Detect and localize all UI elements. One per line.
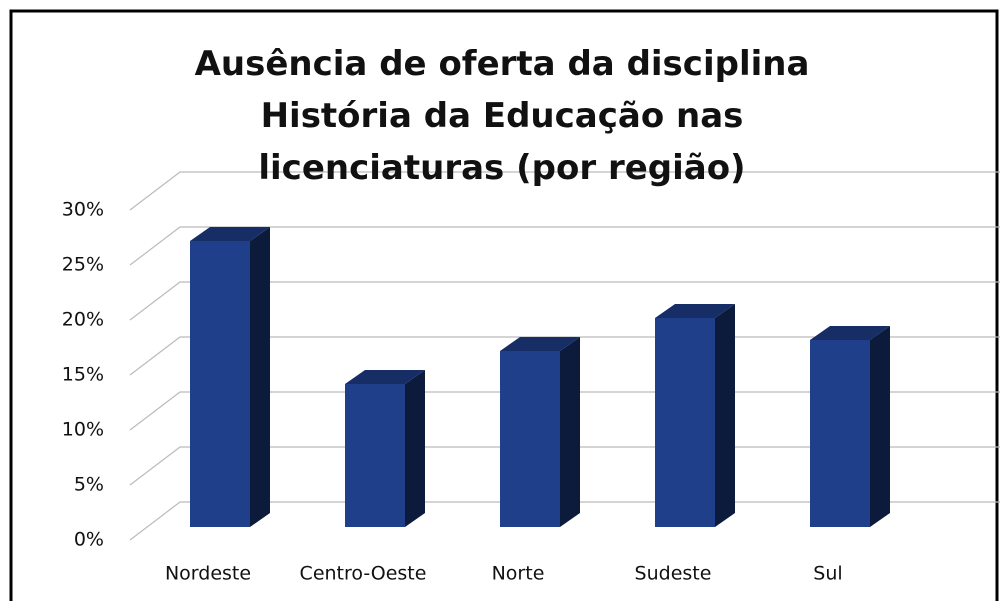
frame [9, 9, 999, 601]
bar [500, 337, 580, 527]
bar-side [560, 337, 580, 527]
chart-title: Ausência de oferta da disciplina Históri… [194, 44, 810, 188]
bar-front [655, 318, 715, 527]
x-tick-label: Sudeste [635, 563, 712, 585]
bar [345, 370, 425, 527]
y-tick-label: 30% [62, 199, 104, 221]
bar-side [405, 370, 425, 527]
bar-top [190, 227, 270, 241]
bar-top [345, 370, 425, 384]
y-tick-label: 25% [62, 254, 104, 276]
y-tick-label: 10% [62, 419, 104, 441]
y-tick-label: 15% [62, 364, 104, 386]
bar-top [810, 326, 890, 340]
y-tick-label: 0% [74, 529, 104, 551]
bar-front [810, 340, 870, 527]
y-tick-label: 20% [62, 309, 104, 331]
y-tick-label: 5% [74, 474, 104, 496]
bar-front [500, 351, 560, 527]
bar [190, 227, 270, 527]
bar-top [655, 304, 735, 318]
x-tick-label: Nordeste [165, 563, 251, 585]
bar-front [190, 241, 250, 527]
x-tick-label: Sul [813, 563, 842, 585]
grid-line [129, 226, 1000, 266]
x-tick-label: Centro-Oeste [300, 563, 427, 585]
grid-line [129, 281, 1000, 321]
bar-side [250, 227, 270, 527]
bar [655, 304, 735, 527]
grid-line [129, 171, 1000, 211]
bar-side [715, 304, 735, 527]
bar [810, 326, 890, 527]
bar-side [870, 326, 890, 527]
bar-top [500, 337, 580, 351]
bar-front [345, 384, 405, 527]
x-tick-label: Norte [492, 563, 545, 585]
